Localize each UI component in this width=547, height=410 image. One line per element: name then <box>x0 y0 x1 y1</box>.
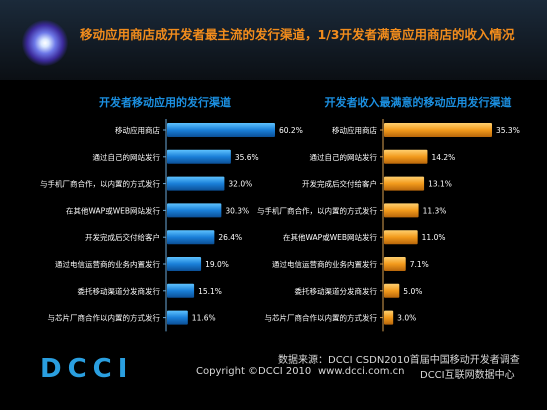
value-label: 11.6% <box>192 314 216 323</box>
category-label: 在其他WAP或WEB网站发行 <box>66 205 160 215</box>
value-label: 14.2% <box>431 153 455 162</box>
footer-source: 数据来源：DCCI CSDN2010首届中国移动开发者调查 <box>278 355 520 366</box>
bar <box>384 176 425 191</box>
category-label: 通过电信运营商的业务内置发行 <box>55 259 160 269</box>
value-label: 13.1% <box>428 180 452 189</box>
bar <box>167 230 215 245</box>
value-label: 11.0% <box>422 233 446 242</box>
value-label: 35.3% <box>496 126 520 135</box>
category-label: 通过自己的网站发行 <box>310 152 378 162</box>
page-title: 移动应用商店成开发者最主流的发行渠道，1/3开发者满意应用商店的收入情况 <box>80 27 515 42</box>
bar <box>384 310 394 325</box>
value-label: 60.2% <box>279 126 303 135</box>
footer-center-name: DCCI互联网数据中心 <box>420 370 515 381</box>
category-label: 与芯片厂商合作以内置的方式发行 <box>265 313 378 323</box>
value-label: 11.3% <box>423 206 447 215</box>
value-label: 5.0% <box>403 287 422 296</box>
bar <box>384 283 400 298</box>
category-label: 委托移动渠道分发商发行 <box>78 286 161 296</box>
category-label: 通过电信运营商的业务内置发行 <box>272 259 377 269</box>
category-label: 通过自己的网站发行 <box>93 152 161 162</box>
chart-title: 开发者移动应用的发行渠道 <box>99 95 231 109</box>
value-label: 26.4% <box>218 233 242 242</box>
value-label: 3.0% <box>397 314 416 323</box>
bar <box>167 149 231 164</box>
bar <box>167 257 202 271</box>
value-label: 32.0% <box>228 180 252 189</box>
bar <box>384 257 406 271</box>
footer-website: www.dcci.com.cn <box>318 366 405 377</box>
value-label: 35.6% <box>235 153 259 162</box>
bar <box>167 283 195 298</box>
bar <box>167 123 275 137</box>
dcci-logo: DCCI <box>40 354 134 384</box>
starburst-logo-icon <box>22 20 68 66</box>
value-label: 7.1% <box>410 260 429 269</box>
value-label: 30.3% <box>225 206 249 215</box>
footer-copyright: Copyright ©DCCI 2010 <box>196 366 312 377</box>
category-label: 开发完成后交付给客户 <box>302 179 377 189</box>
bar <box>384 203 419 218</box>
bar <box>167 176 225 191</box>
value-label: 19.0% <box>205 260 229 269</box>
category-label: 在其他WAP或WEB网站发行 <box>283 232 377 242</box>
bar <box>384 149 428 164</box>
category-label: 与芯片厂商合作以内置的方式发行 <box>48 313 161 323</box>
bar <box>384 230 418 245</box>
category-label: 移动应用商店 <box>332 125 377 135</box>
category-label: 委托移动渠道分发商发行 <box>295 286 378 296</box>
value-label: 15.1% <box>198 287 222 296</box>
category-label: 与手机厂商合作，以内置的方式发行 <box>257 205 377 215</box>
chart-title: 开发者收入最满意的移动应用发行渠道 <box>325 95 512 109</box>
bar <box>167 310 188 325</box>
bar <box>167 203 222 218</box>
category-label: 移动应用商店 <box>115 125 160 135</box>
category-label: 与手机厂商合作，以内置的方式发行 <box>40 179 160 189</box>
category-label: 开发完成后交付给客户 <box>85 232 160 242</box>
bar <box>384 123 492 137</box>
header-band <box>0 0 547 80</box>
